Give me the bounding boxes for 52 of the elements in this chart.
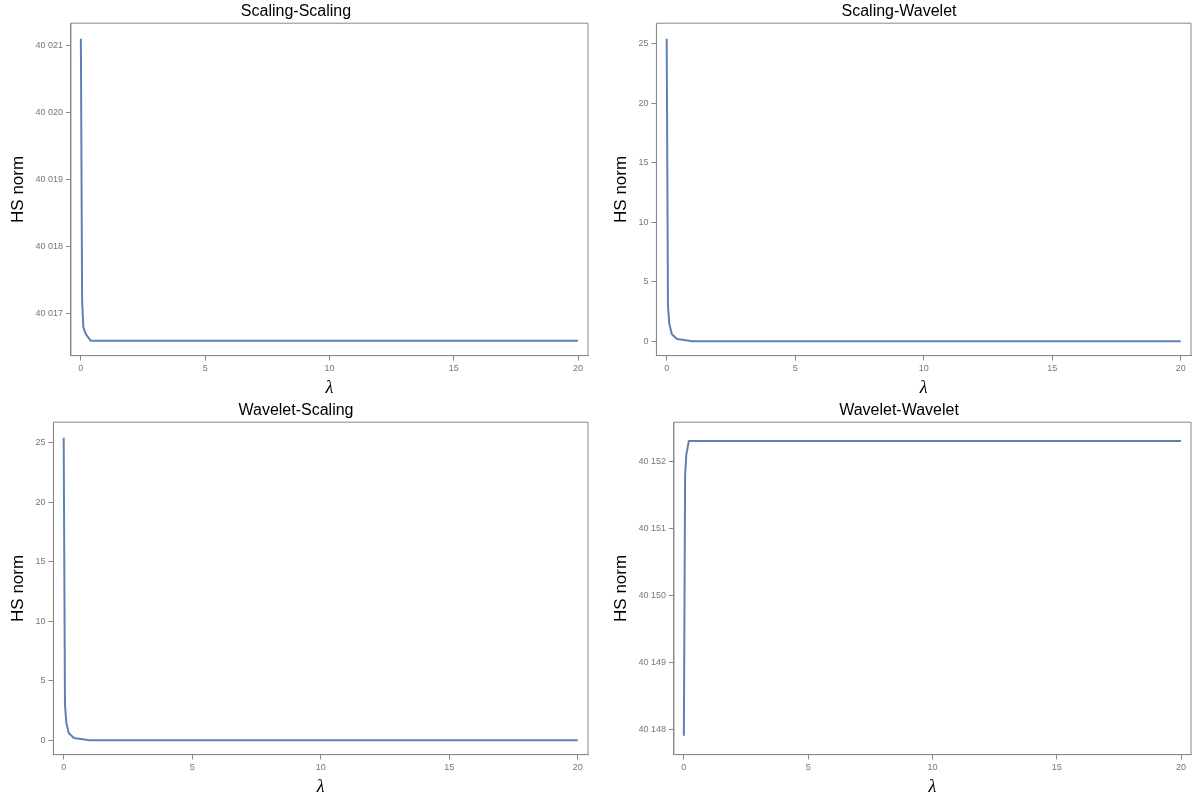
y-tick-label: 40 020 bbox=[35, 107, 63, 117]
y-axis-title: HS norm bbox=[610, 554, 630, 622]
y-tick-label: 25 bbox=[638, 37, 649, 48]
x-tick-label: 15 bbox=[444, 762, 455, 773]
y-tick-label: 5 bbox=[643, 276, 649, 287]
x-tick-label: 15 bbox=[448, 363, 459, 374]
x-tick-label: 0 bbox=[78, 363, 84, 374]
x-tick-label: 5 bbox=[805, 762, 811, 773]
y-tick-label: 40 021 bbox=[35, 39, 63, 50]
y-tick-label: 40 149 bbox=[638, 656, 666, 667]
y-tick-label: 25 bbox=[35, 436, 46, 447]
x-axis-title: λ bbox=[324, 376, 334, 397]
y-tick-label: 40 018 bbox=[35, 241, 63, 252]
x-tick-label: 10 bbox=[927, 762, 938, 773]
y-tick-label: 20 bbox=[35, 496, 46, 507]
y-tick-label: 10 bbox=[638, 216, 649, 227]
y-tick-label: 40 151 bbox=[638, 522, 666, 533]
y-tick-label: 40 148 bbox=[638, 723, 666, 734]
y-tick-label: 40 019 bbox=[35, 174, 63, 185]
y-axis-title: HS norm bbox=[7, 554, 27, 622]
y-axis-title: HS norm bbox=[7, 155, 27, 223]
x-axis-title: λ bbox=[918, 376, 928, 397]
y-tick-label: 0 bbox=[643, 335, 649, 346]
y-tick-label: 40 150 bbox=[638, 589, 666, 600]
y-tick-label: 10 bbox=[35, 615, 46, 626]
x-tick-label: 5 bbox=[202, 363, 208, 374]
x-tick-label: 10 bbox=[918, 363, 929, 374]
x-tick-label: 15 bbox=[1051, 762, 1062, 773]
x-tick-label: 20 bbox=[572, 762, 583, 773]
y-tick-label: 20 bbox=[638, 97, 649, 108]
y-tick-label: 15 bbox=[35, 556, 46, 567]
x-tick-label: 10 bbox=[315, 762, 326, 773]
x-tick-label: 15 bbox=[1047, 363, 1058, 374]
chart-title: Scaling-Scaling bbox=[240, 2, 352, 20]
y-tick-label: 0 bbox=[40, 734, 46, 745]
x-tick-label: 5 bbox=[792, 363, 798, 374]
x-tick-label: 20 bbox=[1176, 762, 1187, 773]
y-tick-label: 5 bbox=[40, 675, 46, 686]
x-axis-title: λ bbox=[315, 775, 325, 796]
y-tick-label: 40 152 bbox=[638, 455, 666, 466]
y-tick-label: 15 bbox=[638, 157, 649, 168]
x-tick-label: 0 bbox=[681, 762, 687, 773]
x-tick-label: 20 bbox=[1175, 363, 1186, 374]
x-tick-label: 10 bbox=[324, 363, 335, 374]
chart-title: Wavelet-Scaling bbox=[238, 401, 354, 419]
chart-title: Scaling-Wavelet bbox=[841, 2, 958, 20]
chart-title: Wavelet-Wavelet bbox=[839, 401, 960, 419]
y-axis-title: HS norm bbox=[610, 155, 630, 223]
x-tick-label: 5 bbox=[189, 762, 195, 773]
x-tick-label: 20 bbox=[573, 363, 584, 374]
x-axis-title: λ bbox=[927, 775, 937, 796]
y-tick-label: 40 017 bbox=[35, 308, 63, 319]
